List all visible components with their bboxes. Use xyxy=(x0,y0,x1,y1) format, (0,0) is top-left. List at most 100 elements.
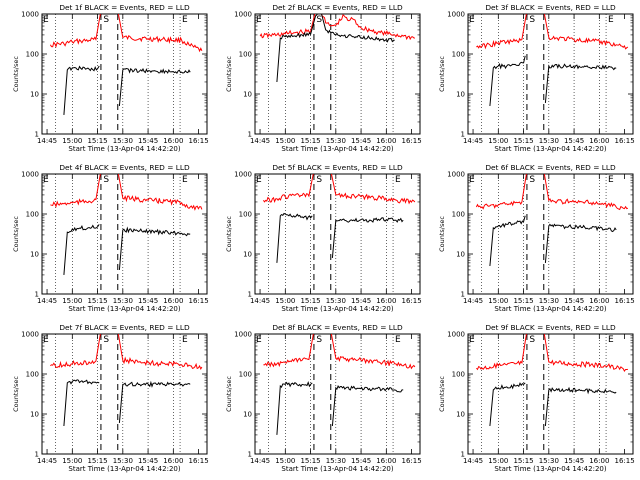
y-tick-label: 10 xyxy=(456,251,465,259)
marker-label-e-start: E xyxy=(256,335,262,345)
detector-panel-2: Det 2f BLACK = Events, RED = LLD 1 10 100 10… xyxy=(213,0,426,160)
x-tick-label: 15:15 xyxy=(300,137,320,145)
x-tick-label: 15:00 xyxy=(488,297,508,305)
y-axis-label: Counts/sec xyxy=(12,376,20,412)
marker-label-s: S xyxy=(316,175,322,185)
x-tick-label: 16:15 xyxy=(401,297,421,305)
x-tick-label: 15:00 xyxy=(62,137,82,145)
events-series-line-seg1 xyxy=(276,212,313,263)
x-tick-label: 15:15 xyxy=(513,297,533,305)
x-axis-label: Start Time (13-Apr-04 14:42:20) xyxy=(494,465,606,473)
events-series-line-seg2 xyxy=(544,386,617,427)
detector-panel-5: Det 5f BLACK = Events, RED = LLD 1 10 100 10… xyxy=(213,160,426,320)
x-tick-label: 14:45 xyxy=(250,297,270,305)
x-axis-label: Start Time (13-Apr-04 14:42:20) xyxy=(68,145,180,153)
y-tick-label: 100 xyxy=(452,51,465,59)
chart-title: Det 4f BLACK = Events, RED = LLD xyxy=(59,163,190,172)
y-axis-label: Counts/sec xyxy=(12,216,20,252)
lld-series-line xyxy=(50,174,203,211)
chart-title: Det 7f BLACK = Events, RED = LLD xyxy=(59,323,190,332)
detector-chart-2: Det 2f BLACK = Events, RED = LLD 1 10 100 10… xyxy=(225,3,422,153)
events-series-line xyxy=(276,14,395,83)
y-tick-label: 1 xyxy=(461,451,465,459)
x-tick-label: 16:15 xyxy=(401,457,421,465)
y-tick-label: 100 xyxy=(26,51,39,59)
x-tick-label: 15:30 xyxy=(326,457,346,465)
y-tick-label: 10 xyxy=(456,411,465,419)
y-tick-label: 1 xyxy=(35,291,39,299)
y-tick-label: 1 xyxy=(248,131,252,139)
y-tick-label: 1000 xyxy=(21,11,39,19)
events-series-line-seg1 xyxy=(63,379,100,427)
y-tick-label: 10 xyxy=(30,411,39,419)
detector-chart-3: Det 3f BLACK = Events, RED = LLD 1 10 100 10… xyxy=(438,3,635,153)
y-tick-label: 1000 xyxy=(21,331,39,339)
x-tick-label: 15:45 xyxy=(351,297,371,305)
y-tick-label: 100 xyxy=(239,371,252,379)
x-tick-label: 15:45 xyxy=(564,137,584,145)
x-tick-label: 16:00 xyxy=(589,297,609,305)
x-tick-label: 15:15 xyxy=(300,457,320,465)
marker-label-e-end: E xyxy=(395,175,401,185)
marker-label-e-end: E xyxy=(608,175,614,185)
y-tick-label: 1 xyxy=(248,451,252,459)
plot-frame xyxy=(467,13,634,135)
x-axis-label: Start Time (13-Apr-04 14:42:20) xyxy=(281,465,393,473)
detector-chart-5: Det 5f BLACK = Events, RED = LLD 1 10 100 10… xyxy=(225,163,422,313)
y-tick-label: 100 xyxy=(239,211,252,219)
chart-title: Det 9f BLACK = Events, RED = LLD xyxy=(485,323,616,332)
marker-label-e-end: E xyxy=(182,15,188,25)
x-tick-label: 15:30 xyxy=(539,457,559,465)
y-tick-label: 1 xyxy=(248,291,252,299)
y-axis-label: Counts/sec xyxy=(225,216,233,252)
marker-label-s: S xyxy=(529,175,535,185)
marker-label-s: S xyxy=(103,15,109,25)
detector-panel-1: Det 1f BLACK = Events, RED = LLD 1 10 100 10… xyxy=(0,0,213,160)
x-tick-label: 15:45 xyxy=(138,137,158,145)
chart-title: Det 1f BLACK = Events, RED = LLD xyxy=(59,3,190,12)
plot-frame xyxy=(41,333,208,455)
x-tick-label: 14:45 xyxy=(250,457,270,465)
x-tick-label: 16:00 xyxy=(376,137,396,145)
detector-chart-9: Det 9f BLACK = Events, RED = LLD 1 10 100 10… xyxy=(438,323,635,473)
x-tick-label: 14:45 xyxy=(250,137,270,145)
detector-panel-6: Det 6f BLACK = Events, RED = LLD 1 10 100 10… xyxy=(426,160,639,320)
x-tick-label: 15:30 xyxy=(326,297,346,305)
y-axis-label: Counts/sec xyxy=(438,376,446,412)
events-series-line-seg1 xyxy=(489,55,526,107)
x-tick-label: 15:15 xyxy=(87,457,107,465)
x-tick-label: 15:15 xyxy=(513,137,533,145)
y-axis-label: Counts/sec xyxy=(225,56,233,92)
lld-series-line xyxy=(476,14,629,50)
x-axis-label: Start Time (13-Apr-04 14:42:20) xyxy=(281,305,393,313)
y-axis-label: Counts/sec xyxy=(225,376,233,412)
x-tick-label: 16:15 xyxy=(188,137,208,145)
detector-chart-1: Det 1f BLACK = Events, RED = LLD 1 10 100 10… xyxy=(12,3,209,153)
x-tick-label: 14:45 xyxy=(37,137,57,145)
y-tick-label: 1 xyxy=(461,131,465,139)
marker-label-e-start: E xyxy=(43,335,49,345)
marker-label-s: S xyxy=(103,175,109,185)
lld-series-line xyxy=(50,334,203,371)
plot-series-group xyxy=(259,14,415,83)
detector-panel-3: Det 3f BLACK = Events, RED = LLD 1 10 100 10… xyxy=(426,0,639,160)
detector-chart-7: Det 7f BLACK = Events, RED = LLD 1 10 100 10… xyxy=(12,323,209,473)
detector-chart-8: Det 8f BLACK = Events, RED = LLD 1 10 100 10… xyxy=(225,323,422,473)
x-tick-label: 16:00 xyxy=(589,457,609,465)
events-series-line-seg1 xyxy=(63,65,100,115)
plot-frame xyxy=(254,13,421,135)
marker-label-s: S xyxy=(316,335,322,345)
plot-frame xyxy=(254,173,421,295)
x-tick-label: 15:00 xyxy=(62,297,82,305)
plot-frame xyxy=(254,333,421,455)
x-axis-label: Start Time (13-Apr-04 14:42:20) xyxy=(68,305,180,313)
chart-title: Det 2f BLACK = Events, RED = LLD xyxy=(272,3,403,12)
x-tick-label: 16:00 xyxy=(163,457,183,465)
x-axis-label: Start Time (13-Apr-04 14:42:20) xyxy=(281,145,393,153)
marker-label-e-end: E xyxy=(608,335,614,345)
marker-label-s: S xyxy=(529,15,535,25)
events-series-line-seg1 xyxy=(489,382,526,427)
marker-label-e-end: E xyxy=(608,15,614,25)
x-tick-label: 15:30 xyxy=(113,297,133,305)
